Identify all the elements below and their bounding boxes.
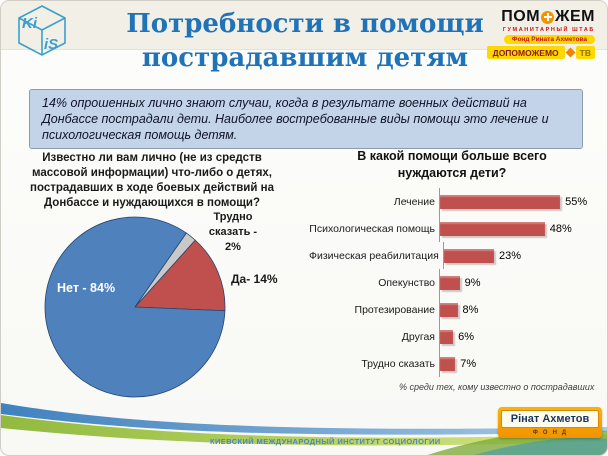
bar xyxy=(440,302,458,317)
pie-label-trudno: Трудно сказать - 2% xyxy=(208,211,258,253)
bar-zone: 7% xyxy=(439,350,601,377)
tv-badge: ТВ xyxy=(575,46,595,59)
bar-value-label: 7% xyxy=(460,357,477,370)
bar-value-label: 23% xyxy=(499,249,522,262)
bar-value-label: 9% xyxy=(464,276,481,289)
bar xyxy=(440,221,545,236)
pie-label-net: Нет - 84% xyxy=(57,281,116,295)
bar-category-label: Протезирование xyxy=(354,303,435,316)
bar-category-label: Психологическая помощь xyxy=(309,222,435,235)
kiis-face-top: Ki xyxy=(22,15,38,32)
pie-slice-2 xyxy=(134,232,196,308)
bar-row: Лечение 55% xyxy=(309,188,601,215)
bar xyxy=(440,329,454,344)
bar-zone: 55% xyxy=(439,188,601,215)
pie-slice-0 xyxy=(134,239,226,312)
bar xyxy=(443,248,495,263)
bar-row: Трудно сказать 7% xyxy=(309,350,601,377)
bar-value-label: 6% xyxy=(458,330,474,343)
plus-circle-icon xyxy=(541,10,555,24)
institute-footer-label: КИЕВСКИЙ МЕЖДУНАРОДНЫЙ ИНСТИТУТ СОЦИОЛОГ… xyxy=(210,437,441,446)
dopomozhemo-row: ДОПОМОЖЕМО ТВ xyxy=(486,46,595,59)
bar-row: Психологическая помощь 48% xyxy=(309,215,601,242)
bar xyxy=(440,194,561,209)
bar-zone: 6% xyxy=(439,323,601,350)
bar-zone: 48% xyxy=(439,215,601,242)
summary-box: 14% опрошенных лично знают случаи, когда… xyxy=(29,89,583,149)
pie-chart-svg xyxy=(44,216,226,398)
humanitarian-staff-label: ГУМАНИТАРНЫЙ ШТАБ xyxy=(502,27,595,33)
bar-chart-title: В какой помощи больше всего нуждаются де… xyxy=(357,149,547,180)
bar-row: Физическая реабилитация 23% xyxy=(309,242,601,269)
bar-category-label: Трудно сказать xyxy=(361,357,435,370)
bar-category-label: Опекунство xyxy=(378,276,435,289)
pomozhem-logo: ПОМ ЖЕМ ГУМАНИТАРНЫЙ ШТАБ Фонд Рината Ах… xyxy=(486,9,595,59)
bar-category-label: Физическая реабилитация xyxy=(309,249,439,262)
bar-value-label: 48% xyxy=(549,222,572,235)
bar-zone: 23% xyxy=(442,242,601,269)
dopomozhemo-badge: ДОПОМОЖЕМО xyxy=(486,46,565,59)
bar-value-label: 8% xyxy=(462,303,479,316)
kiis-logo-icon: Ki iS xyxy=(18,5,66,56)
pomozhem-right: ЖЕМ xyxy=(555,8,595,25)
bar xyxy=(440,275,460,290)
top-band xyxy=(1,1,607,50)
fund-badge: Фонд Рината Ахметова xyxy=(503,35,595,44)
pomozhem-left: ПОМ xyxy=(501,8,541,25)
akhmetov-fond-label: ФОНД xyxy=(532,430,572,436)
bar-row: Другая 6% xyxy=(309,323,601,350)
bar-category-label: Лечение xyxy=(393,195,435,208)
bar-chart-rows: Лечение 55% Психологическая помощь 48% Физич… xyxy=(309,188,601,377)
bar xyxy=(440,356,456,371)
page-title: Потребности в помощи пострадавшим детям xyxy=(126,9,484,73)
pie-label-da: Да- 14% xyxy=(231,272,278,286)
bar-chart-footnote: % среди тех, кому известно о пострадавши… xyxy=(399,382,595,392)
bar-zone: 9% xyxy=(439,269,601,296)
bar-row: Протезирование 8% xyxy=(309,296,601,323)
bar-zone: 8% xyxy=(439,296,601,323)
kiis-face-bottom: iS xyxy=(44,36,58,53)
bar-row: Опекунство 9% xyxy=(309,269,601,296)
bar-category-label: Другая xyxy=(401,330,435,343)
pie-chart-title: Известно ли вам лично (не из средств мас… xyxy=(30,152,274,209)
akhmetov-name: Рінат Ахметов xyxy=(501,410,599,428)
bar-value-label: 55% xyxy=(565,195,588,208)
akhmetov-foundation-logo: Рінат Ахметов ФОНД xyxy=(498,407,602,438)
diamond-icon xyxy=(565,47,576,58)
pomozhem-wordmark: ПОМ ЖЕМ xyxy=(501,9,595,25)
